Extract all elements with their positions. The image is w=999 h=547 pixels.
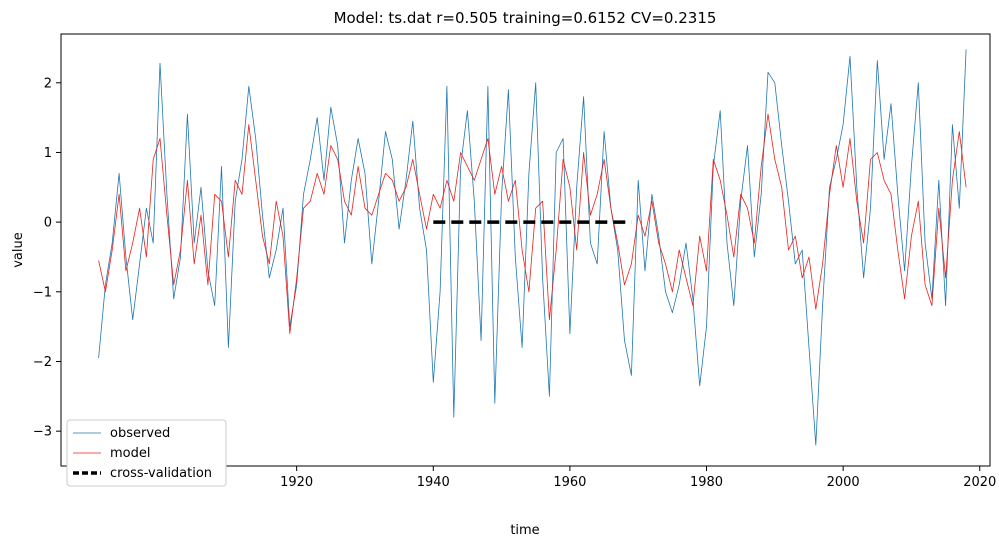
y-tick-label: 0 [44, 216, 52, 231]
y-tick-label: 1 [44, 146, 52, 161]
x-tick-label: 2000 [827, 475, 860, 490]
y-tick-label: −1 [33, 285, 52, 300]
series-line-model [98, 113, 967, 335]
x-tick-label: 1960 [553, 475, 586, 490]
legend: observed model cross-validation [66, 419, 227, 487]
legend-label-model: model [110, 446, 150, 461]
x-axis-label: time [510, 523, 539, 538]
y-tick-label: −3 [33, 425, 52, 440]
legend-label-observed: observed [110, 426, 170, 441]
series-line-observed [98, 49, 967, 446]
y-tick-label: 2 [44, 76, 52, 91]
y-tick-label: −2 [33, 355, 52, 370]
x-tick-label: 1940 [417, 475, 450, 490]
legend-label-cross-validation: cross-validation [110, 466, 212, 481]
x-tick-label: 2020 [963, 475, 996, 490]
chart-title: Model: ts.dat r=0.505 training=0.6152 CV… [334, 9, 717, 27]
x-tick-label: 1980 [690, 475, 723, 490]
x-axis: 1900192019401960198020002020 [144, 466, 996, 490]
y-axis: −3 −2 −1 0 1 2 [33, 76, 61, 440]
plot-frame [60, 33, 991, 467]
plot-area [98, 49, 967, 446]
x-tick-label: 1920 [280, 475, 313, 490]
legend-box [66, 419, 227, 487]
y-axis-label: value [11, 232, 26, 268]
